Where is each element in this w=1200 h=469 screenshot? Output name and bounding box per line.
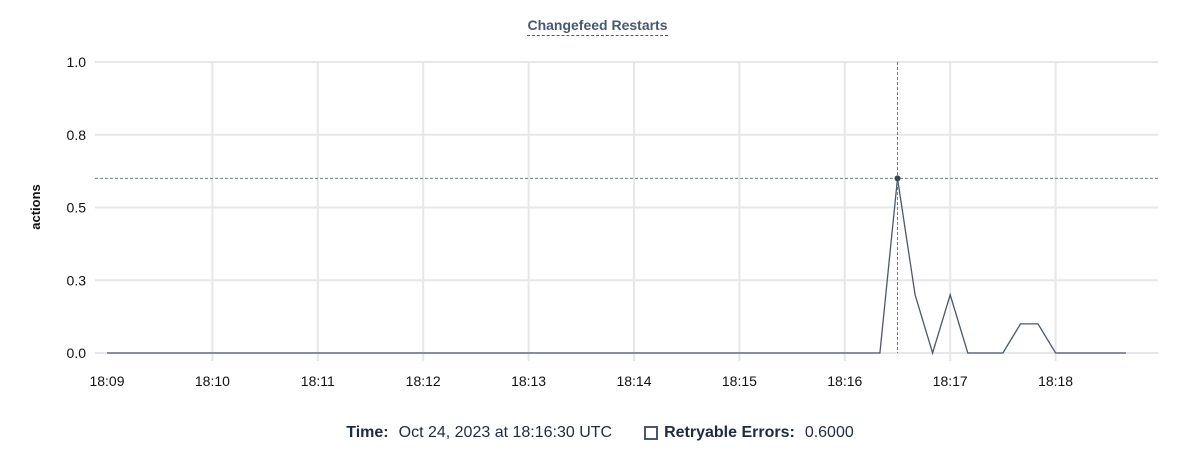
x-tick-label: 18:10 bbox=[195, 373, 230, 389]
y-axis-label: actions bbox=[28, 184, 43, 230]
x-tick-label: 18:11 bbox=[301, 373, 335, 389]
y-tick-label: 0.8 bbox=[67, 127, 87, 143]
series-checkbox[interactable] bbox=[644, 426, 659, 440]
legend: Time: Oct 24, 2023 at 18:16:30 UTC Retry… bbox=[0, 424, 1200, 442]
y-tick-label: 0.5 bbox=[67, 200, 87, 216]
x-tick-label: 18:16 bbox=[827, 373, 862, 389]
series-label: Retryable Errors: bbox=[664, 424, 795, 441]
y-tick-label: 1.0 bbox=[67, 54, 87, 70]
x-tick-label: 18:12 bbox=[406, 373, 441, 389]
series-value: 0.6000 bbox=[804, 424, 854, 441]
x-tick-label: 18:15 bbox=[722, 373, 757, 389]
x-tick-label: 18:09 bbox=[89, 373, 124, 389]
chart-title-wrap: Changefeed Restarts bbox=[0, 17, 1195, 36]
series-line bbox=[107, 178, 1126, 356]
x-tick-label: 18:17 bbox=[933, 373, 968, 389]
y-tick-label: 0.3 bbox=[67, 272, 87, 288]
x-tick-label: 18:13 bbox=[511, 373, 546, 389]
time-value: Oct 24, 2023 at 18:16:30 UTC bbox=[398, 424, 613, 441]
time-label: Time: bbox=[346, 424, 389, 441]
chart-title[interactable]: Changefeed Restarts bbox=[527, 17, 668, 36]
x-tick-label: 18:18 bbox=[1038, 373, 1073, 389]
x-tick-label: 18:14 bbox=[616, 373, 651, 389]
y-tick-label: 0.0 bbox=[67, 345, 87, 361]
hover-point bbox=[894, 175, 901, 182]
